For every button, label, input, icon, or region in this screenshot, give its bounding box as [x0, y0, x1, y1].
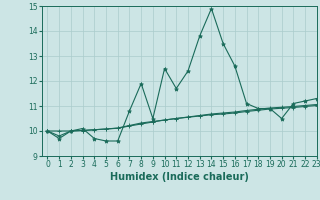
X-axis label: Humidex (Indice chaleur): Humidex (Indice chaleur): [110, 172, 249, 182]
